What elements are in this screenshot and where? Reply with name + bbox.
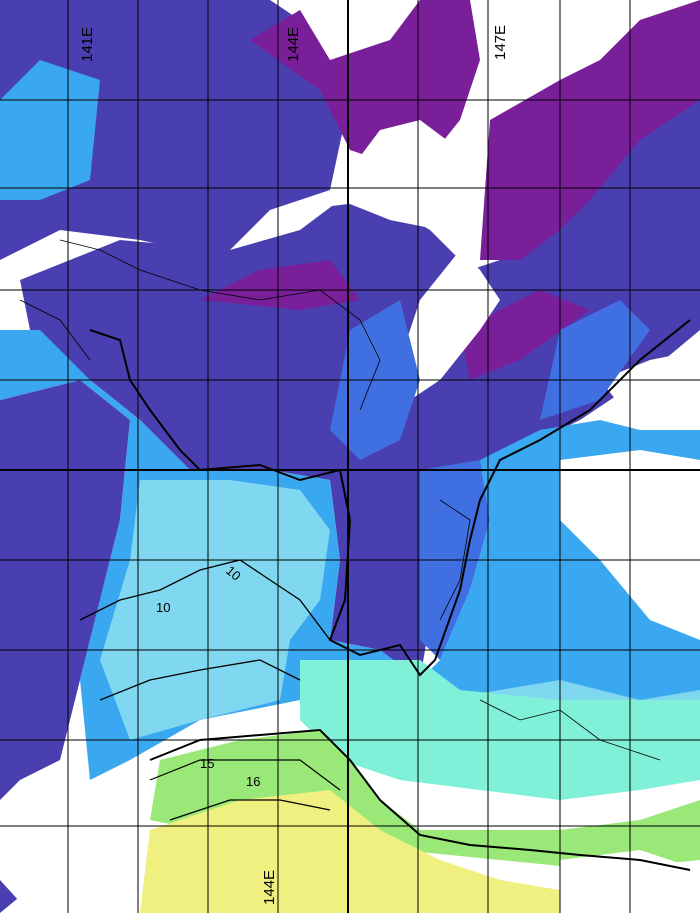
contour-lines <box>19 239 691 871</box>
contour-10 <box>79 559 331 701</box>
purple-region <box>200 0 700 380</box>
yellow-region <box>140 790 700 913</box>
green-region <box>150 730 700 870</box>
contour-label: 10 <box>156 600 170 615</box>
front-contour-south <box>149 728 691 871</box>
lon-label-144e-top: 144E <box>285 27 302 62</box>
contour-misc <box>19 239 661 761</box>
contour-15 <box>149 759 341 821</box>
front-contour-north <box>89 319 691 677</box>
blue-region <box>330 300 650 660</box>
lon-label-141e: 141E <box>79 27 96 62</box>
contour-label: 15 <box>200 756 214 771</box>
lon-label-147e: 147E <box>492 25 509 60</box>
lon-label-144e-bottom: 144E <box>261 870 278 905</box>
aqua-region <box>300 660 700 800</box>
contour-label: 16 <box>246 774 260 789</box>
